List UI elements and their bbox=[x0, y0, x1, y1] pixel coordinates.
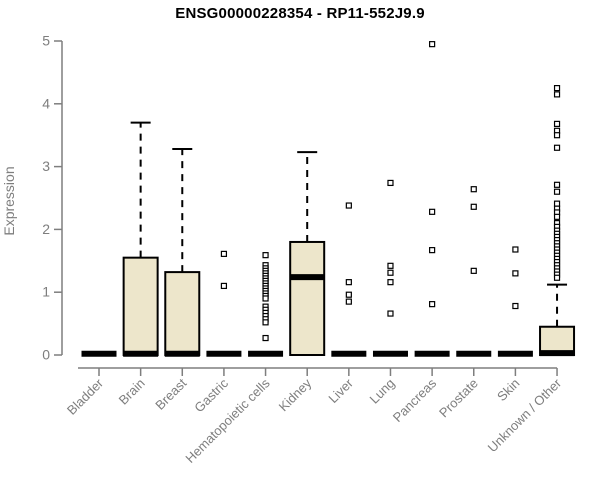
outlier-gastric bbox=[220, 250, 228, 257]
outlier-prostate bbox=[470, 186, 477, 193]
outlier-unknown-other bbox=[553, 181, 561, 188]
outlier-lung bbox=[387, 179, 394, 187]
outlier-pancreas bbox=[429, 247, 436, 254]
box-breast bbox=[164, 271, 201, 357]
median-skin bbox=[497, 350, 533, 357]
outlier-lung bbox=[387, 310, 394, 317]
median-unknown-other bbox=[539, 350, 575, 357]
median-hematopoietic-cells bbox=[248, 350, 284, 357]
x-tick-label-prostate: Prostate bbox=[436, 376, 481, 421]
outlier-skin bbox=[512, 246, 519, 253]
outlier-unknown-other bbox=[553, 84, 561, 92]
chart-title: ENSG00000228354 - RP11-552J9.9 bbox=[175, 5, 425, 22]
outlier-liver bbox=[345, 279, 352, 286]
outlier-hematopoietic-cells bbox=[262, 252, 269, 259]
outlier-unknown-other bbox=[553, 188, 561, 195]
outlier-unknown-other bbox=[553, 213, 561, 220]
x-tick-label-kidney: Kidney bbox=[276, 375, 315, 414]
x-tick-label-bladder: Bladder bbox=[64, 375, 107, 418]
outlier-unknown-other bbox=[553, 132, 561, 139]
median-lung bbox=[372, 350, 408, 357]
outlier-lung bbox=[387, 279, 394, 286]
median-bladder bbox=[81, 350, 117, 357]
y-tick-label: 4 bbox=[42, 95, 50, 111]
outlier-skin bbox=[512, 302, 519, 310]
outlier-hematopoietic-cells bbox=[262, 295, 269, 302]
x-tick-label-liver: Liver bbox=[325, 375, 356, 406]
x-tick-label-skin: Skin bbox=[494, 376, 522, 404]
median-brain bbox=[123, 350, 159, 357]
outlier-pancreas bbox=[429, 41, 436, 48]
outlier-lung bbox=[387, 269, 394, 276]
outlier-prostate bbox=[470, 267, 477, 274]
outlier-unknown-other bbox=[553, 274, 561, 281]
outlier-hematopoietic-cells bbox=[262, 319, 269, 326]
y-tick-label: 2 bbox=[42, 221, 50, 237]
outlier-lung bbox=[387, 262, 394, 269]
outlier-liver bbox=[345, 202, 352, 209]
outlier-prostate bbox=[470, 203, 477, 210]
median-kidney bbox=[289, 274, 325, 281]
outlier-gastric bbox=[220, 282, 228, 290]
y-tick-label: 1 bbox=[42, 284, 50, 300]
outlier-pancreas bbox=[429, 301, 436, 308]
outlier-unknown-other bbox=[553, 200, 561, 207]
outlier-unknown-other bbox=[553, 120, 561, 127]
x-tick-label-lung: Lung bbox=[367, 376, 398, 407]
box-brain bbox=[122, 256, 159, 356]
x-tick-label-unknown-other: Unknown / Other bbox=[485, 375, 565, 455]
outlier-hematopoietic-cells bbox=[262, 334, 269, 342]
outlier-pancreas bbox=[429, 208, 436, 215]
outlier-unknown-other bbox=[553, 91, 561, 98]
outlier-skin bbox=[512, 270, 519, 277]
y-tick-label: 3 bbox=[42, 158, 50, 174]
median-pancreas bbox=[414, 350, 450, 357]
y-tick-label: 0 bbox=[42, 347, 50, 363]
x-tick-label-gastric: Gastric bbox=[191, 375, 231, 415]
median-liver bbox=[331, 350, 367, 357]
median-breast bbox=[164, 350, 200, 357]
outlier-liver bbox=[345, 291, 352, 298]
y-tick-label: 5 bbox=[42, 33, 50, 49]
x-tick-label-breast: Breast bbox=[152, 375, 189, 412]
x-tick-label-brain: Brain bbox=[116, 376, 148, 408]
box-kidney bbox=[289, 240, 326, 357]
median-prostate bbox=[456, 350, 492, 357]
median-gastric bbox=[206, 350, 242, 357]
outlier-liver bbox=[345, 298, 352, 305]
outlier-unknown-other bbox=[553, 144, 561, 151]
x-tick-label-pancreas: Pancreas bbox=[390, 375, 440, 425]
